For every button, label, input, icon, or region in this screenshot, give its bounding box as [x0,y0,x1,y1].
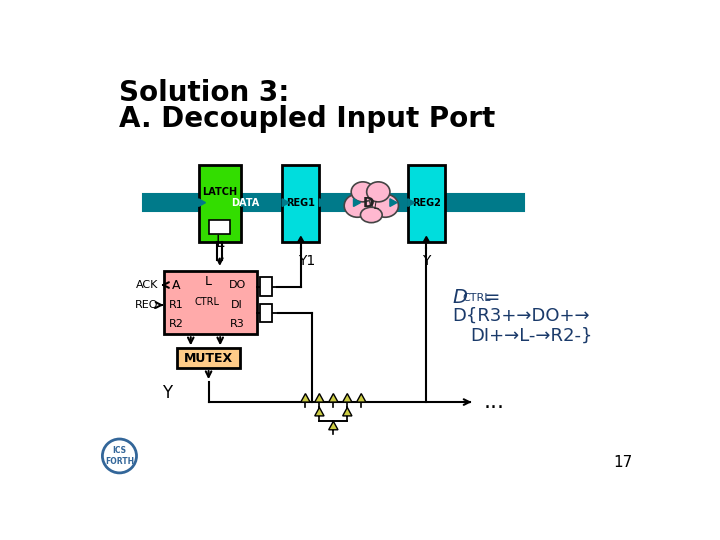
Text: DI+→L-→R2-}: DI+→L-→R2-} [469,327,592,345]
Text: R3: R3 [230,319,245,328]
Polygon shape [315,394,324,402]
Text: ICS
FORTH: ICS FORTH [105,446,134,465]
Polygon shape [298,237,304,242]
Text: Y: Y [163,383,173,402]
Polygon shape [241,199,248,206]
Text: =: = [484,288,500,307]
Bar [408,165,445,242]
Polygon shape [269,199,275,206]
Text: REG1: REG1 [287,198,315,208]
Bar [199,165,241,242]
Bar [282,165,320,242]
Polygon shape [356,394,366,402]
Text: 17: 17 [613,455,632,470]
Ellipse shape [354,185,388,215]
Ellipse shape [372,194,398,217]
Text: DI: DI [231,300,243,310]
Ellipse shape [366,182,390,202]
Polygon shape [329,394,338,402]
Ellipse shape [361,207,382,222]
Polygon shape [282,199,289,206]
Text: ...: ... [484,392,505,412]
Text: Solution 3:: Solution 3: [120,79,290,107]
Bar [260,278,272,296]
Text: D$_L$: D$_L$ [362,196,381,212]
Text: R2: R2 [168,319,184,328]
Polygon shape [315,408,324,416]
Text: LATCH: LATCH [202,187,238,197]
Text: L: L [205,275,212,288]
Polygon shape [301,394,310,402]
Text: L: L [215,234,224,249]
Ellipse shape [344,194,371,217]
Polygon shape [343,408,352,416]
Text: A: A [172,279,180,292]
Text: D{R3+→DO+→: D{R3+→DO+→ [453,307,590,325]
Ellipse shape [351,182,374,202]
Text: MUTEX: MUTEX [184,352,233,365]
Polygon shape [354,199,361,206]
Polygon shape [423,237,429,242]
Text: Y1: Y1 [299,254,316,268]
Polygon shape [408,199,415,206]
Polygon shape [390,199,397,206]
Text: A. Decoupled Input Port: A. Decoupled Input Port [120,105,495,133]
Text: D: D [453,288,468,307]
Text: ACK: ACK [136,280,158,290]
Text: REQ: REQ [135,300,158,310]
Circle shape [102,439,137,473]
Text: CTRL: CTRL [463,294,491,303]
Text: Y: Y [422,254,431,268]
Bar [143,194,524,211]
Polygon shape [320,199,326,206]
Text: R1: R1 [168,300,184,310]
Polygon shape [329,421,338,430]
Bar [210,220,230,234]
Text: DO: DO [229,280,246,290]
Text: REG2: REG2 [412,198,441,208]
Bar [177,348,240,368]
Text: CTRL: CTRL [194,297,220,307]
Polygon shape [199,199,205,206]
Bar [163,271,256,334]
Polygon shape [343,394,352,402]
Polygon shape [148,199,154,206]
Text: DATA: DATA [231,198,259,208]
Bar [260,303,272,322]
